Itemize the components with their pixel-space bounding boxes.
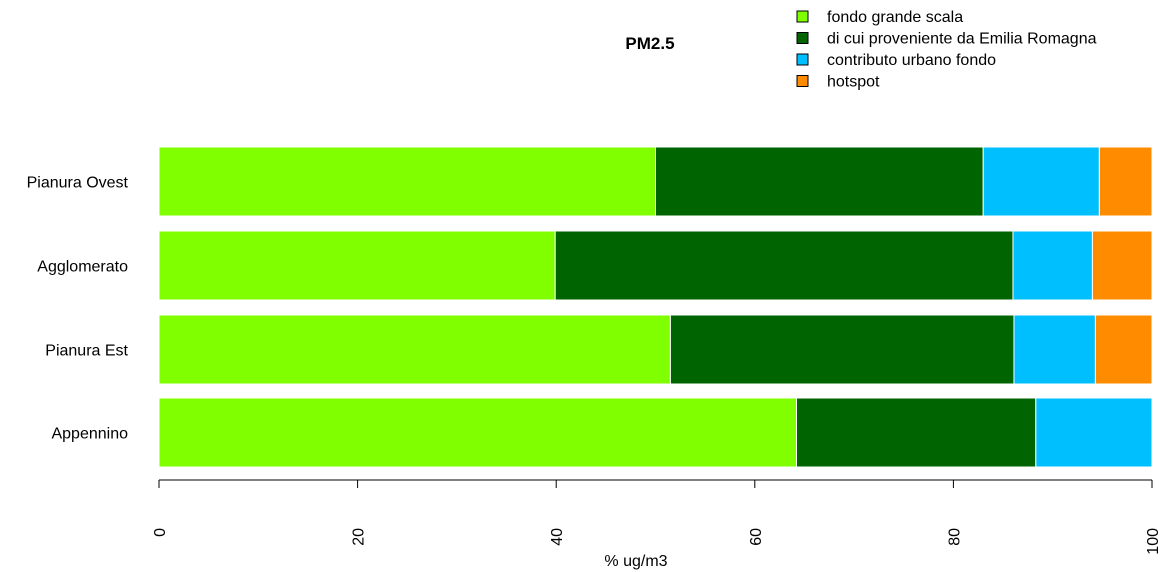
bar-segment xyxy=(796,397,1037,468)
x-tick-label: 0 xyxy=(152,528,169,537)
x-tick-label: 80 xyxy=(946,528,963,546)
x-axis-label: % ug/m3 xyxy=(604,553,667,570)
x-tick-label: 60 xyxy=(748,528,765,546)
legend-swatch xyxy=(796,75,809,87)
legend: fondo grande scala di cui proveniente da … xyxy=(796,9,1097,91)
legend-swatch xyxy=(796,32,809,44)
bar-segment xyxy=(669,314,1015,385)
category-label: Pianura Est xyxy=(45,343,128,360)
category-label: Appennino xyxy=(51,426,128,443)
bars-group xyxy=(158,146,1153,468)
x-axis: 0 20 40 60 80 100 xyxy=(152,479,1161,555)
bar-segment xyxy=(158,230,556,301)
x-tick-label: 100 xyxy=(1145,528,1161,555)
category-label: Pianura Ovest xyxy=(27,175,129,192)
bar-segment xyxy=(158,146,656,217)
category-label: Agglomerato xyxy=(37,259,128,276)
bar-segment xyxy=(655,146,984,217)
x-tick-label: 40 xyxy=(549,528,566,546)
bar-segment xyxy=(158,397,798,468)
legend-label: fondo grande scala xyxy=(827,9,963,26)
legend-label: hotspot xyxy=(827,74,880,91)
category-labels: Pianura Ovest Agglomerato Pianura Est Appen… xyxy=(27,175,129,443)
bar-segment xyxy=(1013,314,1096,385)
legend-swatch xyxy=(796,53,809,66)
bar-segment xyxy=(1035,397,1153,468)
chart-title: PM2.5 xyxy=(625,34,674,53)
bar-segment xyxy=(1012,230,1093,301)
bar-segment xyxy=(1091,230,1153,301)
legend-label: contributo urbano fondo xyxy=(827,52,996,69)
bar-segment xyxy=(158,314,671,385)
legend-label: di cui proveniente da Emilia Romagna xyxy=(827,31,1097,48)
bar-segment xyxy=(1094,314,1153,385)
bar-segment xyxy=(1098,146,1153,217)
bar-segment xyxy=(982,146,1100,217)
bar-segment xyxy=(554,230,1014,301)
x-tick-label: 20 xyxy=(351,528,368,546)
legend-swatch xyxy=(796,10,809,23)
